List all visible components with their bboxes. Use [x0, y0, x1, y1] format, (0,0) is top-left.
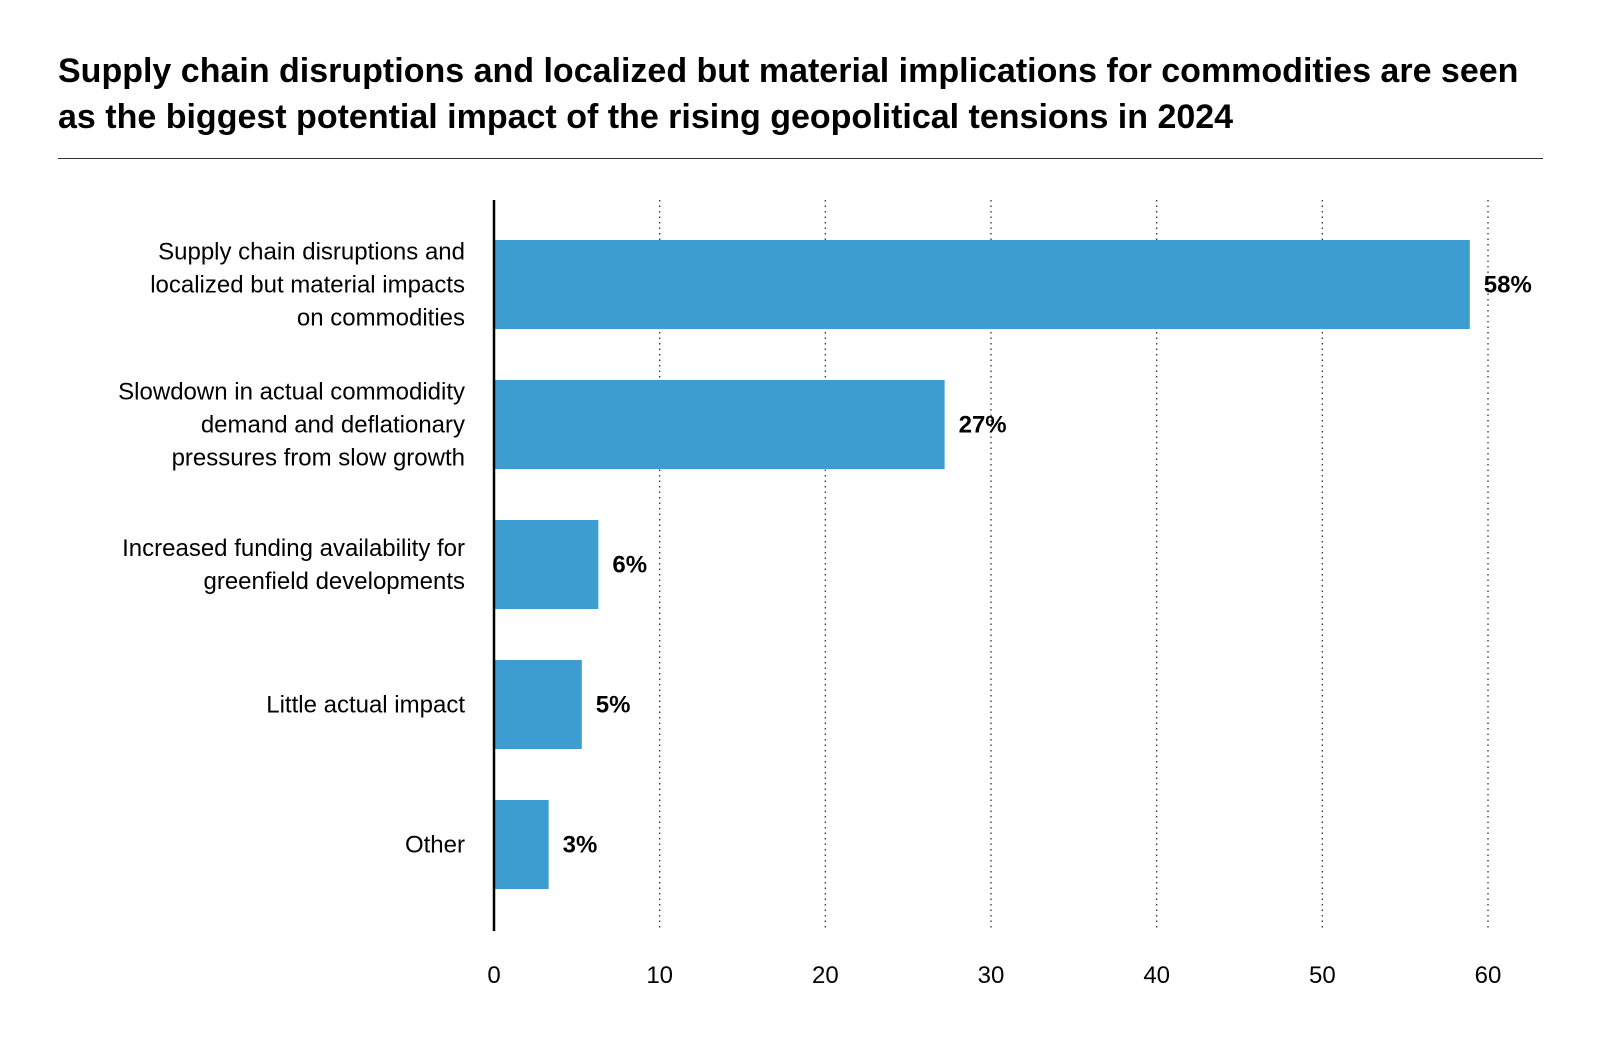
data-label: 5%: [596, 692, 631, 719]
category-label: Little actual impact: [266, 692, 465, 719]
x-tick-label: 40: [1143, 962, 1170, 989]
data-label: 6%: [612, 552, 647, 579]
x-tick-label: 10: [646, 962, 673, 989]
category-label: pressures from slow growth: [172, 445, 465, 472]
data-label: 27%: [959, 412, 1007, 439]
category-label: greenfield developments: [203, 568, 465, 595]
category-label: localized but material impacts: [150, 272, 465, 299]
bar: [494, 380, 945, 469]
x-tick-label: 0: [487, 962, 500, 989]
category-label: on commodities: [297, 305, 465, 332]
x-tick-label: 60: [1475, 962, 1502, 989]
category-label: Increased funding availability for: [122, 535, 465, 562]
data-label: 58%: [1484, 272, 1532, 299]
category-label: Other: [405, 832, 465, 859]
bar: [494, 800, 549, 889]
title-divider: [58, 158, 1543, 159]
bar: [494, 240, 1470, 329]
category-label: Slowdown in actual commodidity: [118, 379, 465, 406]
x-tick-label: 30: [978, 962, 1005, 989]
x-tick-label: 50: [1309, 962, 1336, 989]
x-tick-label: 20: [812, 962, 839, 989]
category-label: Supply chain disruptions and: [158, 239, 465, 266]
category-label: demand and deflationary: [201, 412, 465, 439]
bar: [494, 660, 582, 749]
bar: [494, 520, 599, 609]
chart-title: Supply chain disruptions and localized b…: [58, 52, 1519, 136]
data-label: 3%: [563, 832, 598, 859]
